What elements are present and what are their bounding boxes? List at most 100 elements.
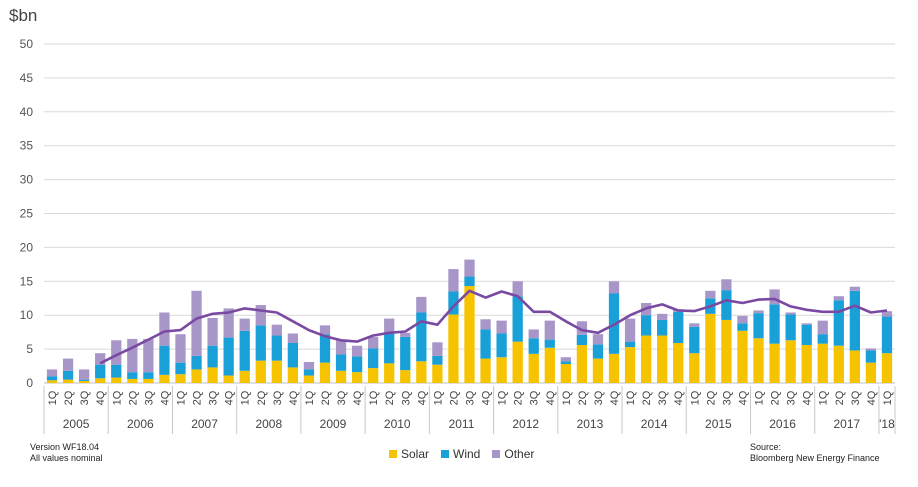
bar-wind	[833, 300, 844, 346]
bar-other	[400, 332, 411, 337]
bar-wind	[657, 319, 668, 336]
bar-solar	[175, 374, 186, 383]
y-axis-labels: 0 5 10 15 20 25 30 35 40 45 50	[20, 37, 34, 390]
bar-other	[464, 259, 475, 277]
bar-wind	[769, 304, 780, 344]
bar-other	[560, 357, 571, 362]
x-tick-label: 2Q	[320, 390, 332, 405]
y-axis-unit: $bn	[9, 6, 38, 25]
x-tick-label: 3Q	[850, 390, 862, 405]
bar-wind	[416, 312, 427, 362]
bar-solar	[223, 375, 234, 383]
legend-item-wind: Wind	[441, 447, 480, 461]
x-tick-label: 4Q	[481, 390, 493, 405]
bar-wind	[159, 345, 170, 375]
bar-wind	[384, 332, 395, 364]
x-tick-label: 2Q	[641, 390, 653, 405]
bar-wind	[432, 355, 443, 365]
bar-solar	[464, 286, 475, 383]
x-tick-label: 4Q	[738, 390, 750, 405]
year-label: 2015	[705, 417, 732, 431]
source-label: Source:	[750, 442, 782, 452]
bar-solar	[127, 378, 138, 383]
x-tick-label: 3Q	[593, 390, 605, 405]
y-tick-label: 5	[26, 342, 33, 356]
year-label: 2008	[255, 417, 282, 431]
bar-solar	[657, 335, 668, 383]
bar-other	[528, 329, 539, 339]
x-tick-label: 4Q	[609, 390, 621, 405]
legend-label-other: Other	[504, 447, 535, 461]
bar-solar	[191, 369, 202, 383]
trend-line-path	[99, 289, 888, 365]
bar-solar	[849, 350, 860, 383]
bar-solar	[432, 364, 443, 383]
bar-solar	[319, 362, 331, 383]
year-label: 2006	[127, 417, 154, 431]
x-tick-label: 1Q	[432, 390, 444, 405]
bar-other	[368, 336, 379, 349]
bar-solar	[817, 343, 828, 383]
bar-other	[159, 312, 170, 346]
bar-solar	[448, 314, 459, 383]
bar-other	[721, 279, 732, 291]
source-note: Source: Bloomberg New Energy Finance	[750, 442, 880, 464]
year-label: 2009	[320, 417, 347, 431]
x-tick-label: 2Q	[770, 390, 782, 405]
bar-wind	[400, 336, 411, 371]
x-tick-label: 3Q	[400, 390, 412, 405]
bar-wind	[207, 345, 218, 368]
bar-solar	[351, 372, 363, 383]
legend: Solar Wind Other	[389, 447, 534, 461]
bar-wind	[528, 338, 539, 354]
x-tick-label: 1Q	[47, 390, 59, 405]
bar-other	[480, 319, 491, 330]
bar-other	[79, 369, 90, 380]
bar-other	[624, 318, 636, 342]
x-tick-label: 2Q	[834, 390, 846, 405]
bar-other	[769, 289, 780, 305]
legend-label-solar: Solar	[401, 447, 430, 461]
bar-solar	[159, 374, 170, 383]
bar-solar	[496, 357, 507, 383]
bar-solar	[624, 347, 636, 383]
x-tick-label: 3Q	[143, 390, 155, 405]
bar-wind	[287, 342, 299, 368]
bar-solar	[881, 353, 893, 383]
bar-wind	[544, 339, 555, 348]
bar-wind	[368, 348, 379, 369]
bar-solar	[560, 364, 571, 383]
bar-solar	[111, 377, 122, 383]
bar-other	[544, 320, 555, 340]
bar-solar	[95, 378, 106, 383]
bar-other	[303, 361, 315, 370]
bar-wind	[255, 325, 266, 361]
bar-wind	[865, 350, 877, 363]
bar-solar	[833, 345, 844, 383]
year-label: 2007	[191, 417, 218, 431]
bars	[46, 259, 893, 383]
bar-solar	[512, 341, 523, 383]
bar-solar	[592, 358, 604, 383]
bar-solar	[480, 358, 491, 383]
x-tick-label: 3Q	[721, 390, 733, 405]
bar-other	[737, 315, 748, 324]
bar-wind	[817, 334, 828, 344]
bar-wind	[111, 364, 122, 378]
bar-solar	[303, 375, 315, 383]
bar-other	[239, 318, 250, 331]
bar-solar	[640, 335, 652, 383]
x-axis: 1Q 2Q 3Q 4Q 1Q 2Q 3Q 4Q 1Q 2Q 3Q 4Q 1Q 2Q 3Q 4Q 1Q 2Q 3Q 4Q…	[43, 386, 896, 434]
bar-other	[817, 320, 828, 335]
bar-other	[319, 325, 331, 335]
bar-solar	[689, 353, 700, 383]
bar-wind	[191, 355, 202, 370]
bar-other	[351, 345, 363, 357]
x-tick-label: 4Q	[416, 390, 428, 405]
x-tick-label: 4Q	[159, 390, 171, 405]
x-tick-label: 1Q	[561, 390, 573, 405]
x-tick-label: 2Q	[577, 390, 589, 405]
bar-other	[271, 324, 282, 336]
y-tick-label: 10	[20, 308, 34, 322]
